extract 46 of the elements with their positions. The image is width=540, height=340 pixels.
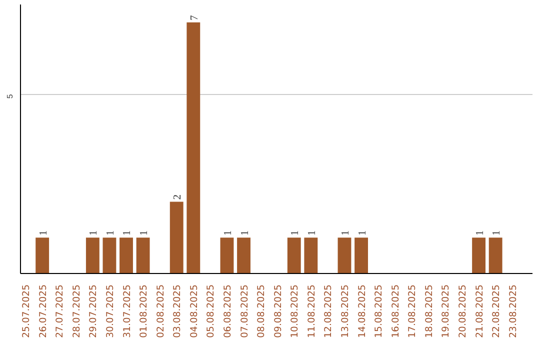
x-tick-label: 25.07.2025 [21, 284, 32, 338]
x-tick-label: 10.08.2025 [290, 284, 301, 338]
x-tick-label: 19.08.2025 [440, 284, 452, 338]
data-label: 1 [306, 230, 318, 236]
x-tick-label: 14.08.2025 [356, 284, 368, 338]
x-tick-label: 26.07.2025 [38, 284, 49, 338]
data-label: 7 [189, 14, 200, 20]
data-label: 1 [105, 230, 116, 236]
x-tick-label: 17.08.2025 [407, 284, 418, 338]
x-tick-label: 12.08.2025 [323, 284, 334, 338]
data-label: 1 [290, 230, 302, 236]
x-tick-label: 13.08.2025 [340, 284, 351, 338]
x-tick-label: 21.08.2025 [474, 284, 486, 338]
x-tick-label: 16.08.2025 [390, 284, 402, 338]
x-tick-label: 04.08.2025 [188, 284, 200, 338]
data-label: 1 [357, 230, 368, 236]
x-tick-label: 01.08.2025 [138, 284, 150, 338]
x-tick-label: 27.07.2025 [54, 284, 66, 338]
y-tick-label: 5 [6, 94, 14, 99]
x-tick-label: 03.08.2025 [172, 284, 184, 338]
data-label: 1 [38, 230, 50, 236]
data-label: 1 [122, 230, 134, 236]
x-tick-label: 11.08.2025 [306, 284, 318, 338]
data-label: 1 [474, 230, 486, 236]
data-label: 1 [340, 230, 352, 236]
data-label: 2 [172, 194, 184, 200]
x-tick-label: 02.08.2025 [155, 284, 166, 338]
x-tick-label: 06.08.2025 [222, 284, 234, 338]
x-tick-label: 15.08.2025 [374, 284, 385, 338]
data-label: 1 [492, 230, 503, 236]
x-tick-label: 05.08.2025 [206, 284, 217, 338]
data-label: 1 [222, 230, 234, 236]
data-label: 1 [240, 230, 251, 236]
x-tick-label: 22.08.2025 [491, 284, 502, 338]
data-label: 1 [88, 230, 100, 236]
x-tick-label: 31.07.2025 [122, 284, 133, 338]
x-tick-label: 30.07.2025 [104, 284, 116, 338]
x-tick-label: 23.08.2025 [508, 284, 519, 338]
x-tick-label: 09.08.2025 [272, 284, 284, 338]
x-tick-label: 08.08.2025 [256, 284, 268, 338]
x-tick-label: 28.07.2025 [71, 284, 82, 338]
x-tick-label: 07.08.2025 [239, 284, 250, 338]
x-tick-label: 20.08.2025 [457, 284, 468, 338]
x-tick-label: 29.07.2025 [88, 284, 100, 338]
data-label: 1 [139, 230, 150, 236]
x-tick-label: 18.08.2025 [424, 284, 435, 338]
